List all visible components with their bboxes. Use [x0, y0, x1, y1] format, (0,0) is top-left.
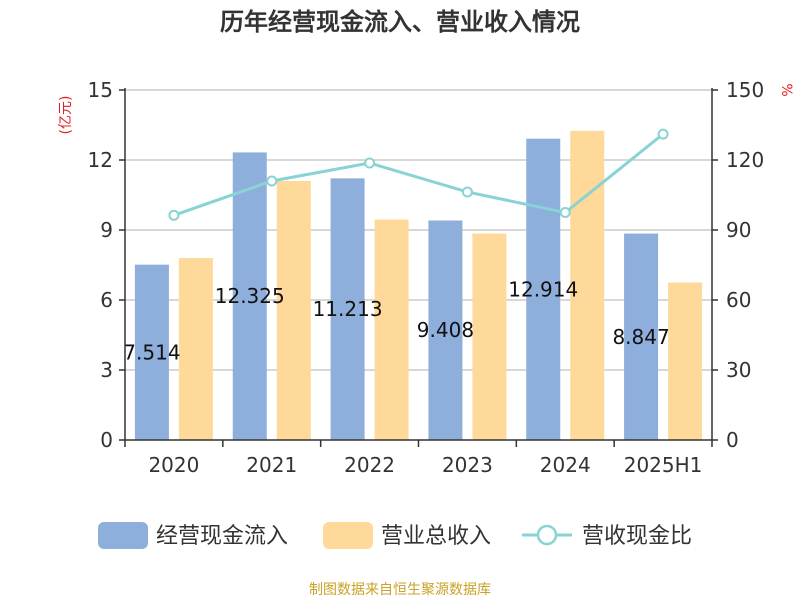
ratio-line: [168, 128, 669, 221]
x-tick-label: 2020: [148, 453, 199, 477]
legend-marker: [536, 524, 558, 546]
bar-data-label: 8.847: [612, 325, 669, 349]
bar-cash-inflow: [624, 233, 659, 440]
left-tick-label: 15: [88, 78, 113, 102]
ratio-line-path: [173, 132, 665, 217]
left-axis-unit: (亿元): [58, 96, 74, 135]
right-axis-unit: %: [778, 83, 794, 96]
bar-cash-inflow: [232, 152, 267, 440]
bar-cash-inflow: [330, 178, 365, 440]
x-tick-label: 2022: [344, 453, 395, 477]
bar-data-label: 12.325: [215, 284, 285, 308]
bar-revenue: [570, 130, 605, 441]
x-tick-label: 2024: [540, 453, 591, 477]
bar-cash-inflow: [526, 138, 561, 440]
right-tick-label: 90: [726, 218, 751, 242]
ratio-point: [559, 207, 571, 218]
bar-data-label: 12.914: [508, 277, 578, 301]
legend-label: 营业总收入: [381, 524, 491, 549]
legend-label: 营收现金比: [582, 524, 692, 549]
ratio-point: [461, 186, 473, 198]
data-labels: 7.514 12.325 11.213 9.408 12.914 8.847: [123, 277, 669, 364]
grid-lines: [125, 89, 712, 371]
right-tick-label: 60: [726, 288, 751, 312]
bar-revenue: [178, 258, 213, 440]
ratio-point: [266, 175, 278, 187]
x-tick-label: 2021: [246, 453, 297, 477]
bars: [134, 130, 703, 441]
bar-data-label: 11.213: [313, 297, 383, 321]
x-tick-label: 2025H1: [624, 453, 703, 477]
bar-revenue: [276, 181, 311, 440]
x-tick-label: 2023: [442, 453, 493, 477]
bar-revenue: [668, 282, 703, 440]
bar-revenue: [472, 233, 507, 440]
chart-title: 历年经营现金流入、营业收入情况: [220, 8, 580, 36]
legend-swatch: [323, 522, 373, 549]
axes: 0 0 3 30 6 60 9 90 12 120 15 150 2020 2021 2022 2023 202…: [88, 78, 765, 477]
right-tick-label: 120: [726, 148, 764, 172]
legend: 经营现金流入 营业总收入 营收现金比: [98, 522, 692, 549]
legend-label: 经营现金流入: [156, 524, 288, 549]
left-tick-label: 3: [100, 358, 113, 382]
ratio-point: [364, 157, 376, 169]
bar-cash-inflow: [134, 264, 169, 440]
ratio-point: [657, 128, 669, 140]
bar-cash-inflow: [428, 220, 463, 440]
right-tick-label: 0: [726, 428, 739, 452]
bar-data-label: 9.408: [417, 318, 474, 342]
left-tick-label: 6: [100, 288, 113, 312]
right-tick-label: 150: [726, 78, 764, 102]
bar-data-label: 7.514: [123, 340, 180, 364]
left-tick-label: 12: [88, 148, 113, 172]
left-tick-label: 9: [100, 218, 113, 242]
left-tick-label: 0: [100, 428, 113, 452]
legend-swatch: [98, 522, 148, 549]
right-tick-label: 30: [726, 358, 751, 382]
bar-revenue: [374, 219, 409, 440]
ratio-point: [168, 209, 180, 221]
source-note: 制图数据来自恒生聚源数据库: [309, 582, 491, 598]
